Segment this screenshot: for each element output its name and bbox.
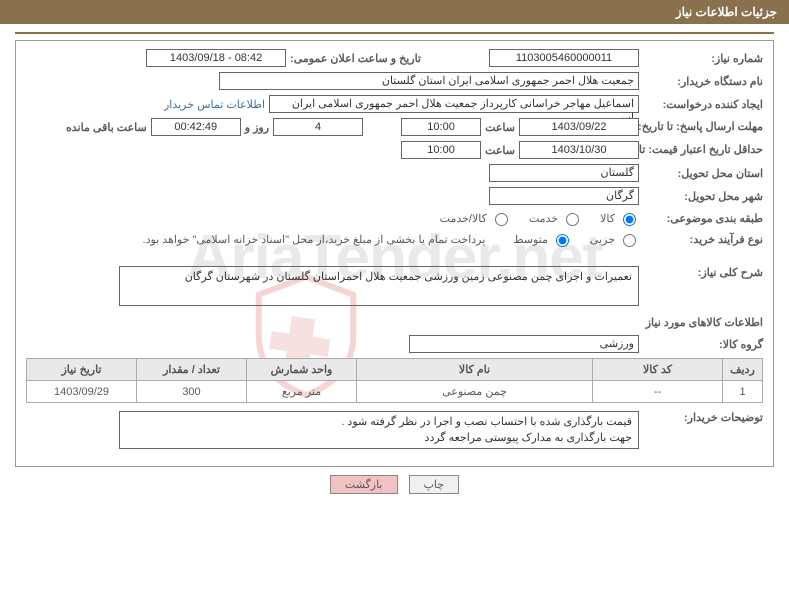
radio-service-label: خدمت	[529, 212, 558, 225]
field-days-left: 4	[273, 118, 363, 136]
th-code: کد کالا	[593, 359, 723, 381]
buyer-notes-line2: جهت بارگذاری به مدارک پیوستی مراجعه گردد	[126, 430, 632, 446]
cell-row: 1	[723, 381, 763, 403]
label-buyer-notes: توضیحات خریدار:	[643, 411, 763, 424]
field-city: گرگان	[489, 187, 639, 205]
label-requester: ایجاد کننده درخواست:	[643, 98, 763, 111]
cell-need-date: 1403/09/29	[27, 381, 137, 403]
label-remaining: ساعت باقی مانده	[66, 121, 147, 134]
field-resp-date: 1403/09/22	[519, 118, 639, 136]
field-province: گلستان	[489, 164, 639, 182]
items-table: ردیف کد کالا نام کالا واحد شمارش تعداد /…	[26, 358, 763, 403]
label-announce-dt: تاریخ و ساعت اعلان عمومی:	[290, 52, 421, 65]
label-hour-2: ساعت	[485, 144, 515, 157]
radio-group-purchase: جزیی متوسط	[513, 231, 639, 247]
th-row: ردیف	[723, 359, 763, 381]
field-resp-hour: 10:00	[401, 118, 481, 136]
cell-code: --	[593, 381, 723, 403]
cell-name: چمن مصنوعی	[357, 381, 593, 403]
panel-header: جزئیات اطلاعات نیاز	[0, 0, 789, 24]
label-buyer-org: نام دستگاه خریدار:	[643, 75, 763, 88]
radio-goods-service-label: کالا/خدمت	[440, 212, 487, 225]
field-valid-date: 1403/10/30	[519, 141, 639, 159]
cell-qty: 300	[137, 381, 247, 403]
label-need-no: شماره نیاز:	[643, 52, 763, 65]
field-requester: اسماعیل مهاجر خراسانی کارپرداز جمعیت هلا…	[269, 95, 639, 113]
field-group: ورزشی	[409, 335, 639, 353]
field-time-left: 00:42:49	[151, 118, 241, 136]
panel-title: جزئیات اطلاعات نیاز	[676, 5, 777, 19]
field-main-desc: تعمیرات و اجرای چمن مصنوعی زمین ورزشی جم…	[119, 266, 639, 306]
field-announce-dt: 1403/09/18 - 08:42	[146, 49, 286, 67]
radio-goods-label: کالا	[600, 212, 615, 225]
back-button[interactable]: بازگشت	[330, 475, 398, 494]
label-hour-1: ساعت	[485, 121, 515, 134]
radio-service[interactable]	[566, 213, 579, 226]
label-purchase-type: نوع فرآیند خرید:	[643, 233, 763, 246]
field-valid-hour: 10:00	[401, 141, 481, 159]
print-button[interactable]: چاپ	[409, 475, 460, 494]
radio-group-topic: کالا خدمت کالا/خدمت	[440, 210, 639, 226]
label-city: شهر محل تحویل:	[643, 190, 763, 203]
buyer-notes-line1: قیمت بارگذاری شده با احتساب نصب و اجرا د…	[126, 414, 632, 430]
divider	[15, 32, 774, 34]
radio-small-label: جزیی	[590, 233, 615, 246]
th-unit: واحد شمارش	[247, 359, 357, 381]
radio-medium[interactable]	[556, 234, 569, 247]
radio-goods[interactable]	[623, 213, 636, 226]
label-province: استان محل تحویل:	[643, 167, 763, 180]
label-main-desc: شرح کلی نیاز:	[643, 266, 763, 279]
th-name: نام کالا	[357, 359, 593, 381]
field-buyer-notes: قیمت بارگذاری شده با احتساب نصب و اجرا د…	[119, 411, 639, 449]
label-topic-class: طبقه بندی موضوعی:	[643, 212, 763, 225]
table-row: 1 -- چمن مصنوعی متر مربع 300 1403/09/29	[27, 381, 763, 403]
radio-goods-service[interactable]	[495, 213, 508, 226]
field-buyer-org: جمعیت هلال احمر جمهوری اسلامی ایران استا…	[219, 72, 639, 90]
label-resp-deadline: مهلت ارسال پاسخ: تا تاریخ:	[643, 121, 763, 133]
label-min-validity: حداقل تاریخ اعتبار قیمت: تا تاریخ:	[643, 144, 763, 156]
link-buyer-contact[interactable]: اطلاعات تماس خریدار	[164, 98, 265, 111]
label-day-and: روز و	[245, 121, 269, 134]
th-qty: تعداد / مقدار	[137, 359, 247, 381]
label-group: گروه کالا:	[643, 338, 763, 351]
th-need-date: تاریخ نیاز	[27, 359, 137, 381]
radio-small[interactable]	[623, 234, 636, 247]
section-items-info: اطلاعات کالاهای مورد نیاز	[26, 316, 763, 329]
radio-medium-label: متوسط	[513, 233, 548, 246]
button-row: چاپ بازگشت	[0, 475, 789, 494]
payment-note: پرداخت تمام یا بخشی از مبلغ خرید،از محل …	[143, 233, 486, 246]
field-need-no: 1103005460000011	[489, 49, 639, 67]
cell-unit: متر مربع	[247, 381, 357, 403]
